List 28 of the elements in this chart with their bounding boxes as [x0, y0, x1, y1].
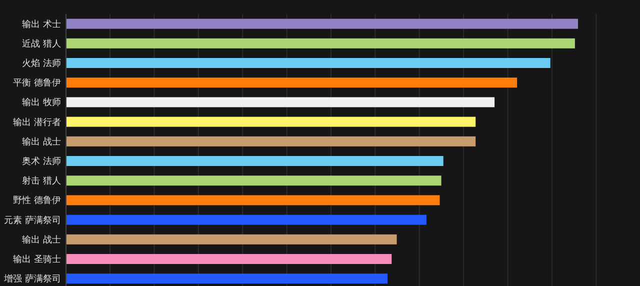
bar	[66, 38, 575, 48]
bar	[66, 78, 518, 88]
y-tick-label: 平衡 德鲁伊	[13, 78, 61, 89]
bar	[66, 195, 440, 206]
y-tick-label: 近战 猎人	[22, 38, 61, 50]
bar	[66, 254, 392, 264]
y-tick-label: 输出 牧师	[22, 97, 61, 108]
bar	[66, 97, 495, 108]
y-tick-label: 输出 术士	[22, 18, 61, 30]
bar	[66, 274, 388, 284]
y-tick-label: 输出 战士	[22, 234, 61, 246]
y-tick-label: 射击 猎人	[22, 176, 61, 187]
bar	[66, 58, 550, 68]
y-tick-label: 奥术 法师	[22, 156, 61, 167]
bar	[66, 18, 578, 29]
bar	[66, 156, 444, 166]
y-tick-label: 输出 战士	[22, 136, 61, 148]
bar	[66, 136, 476, 146]
y-tick-label: 野性 德鲁伊	[13, 195, 61, 206]
bar	[66, 116, 476, 127]
y-tick-label: 输出 潜行者	[13, 116, 61, 128]
y-tick-label: 输出 圣骑士	[13, 254, 61, 265]
y-tick-label: 元素 萨满祭司	[4, 214, 61, 226]
y-tick-label: 火焰 法师	[22, 58, 61, 69]
bar	[66, 234, 397, 244]
bar	[66, 176, 442, 186]
y-tick-label: 增强 萨满祭司	[3, 274, 61, 285]
bar	[66, 214, 426, 225]
